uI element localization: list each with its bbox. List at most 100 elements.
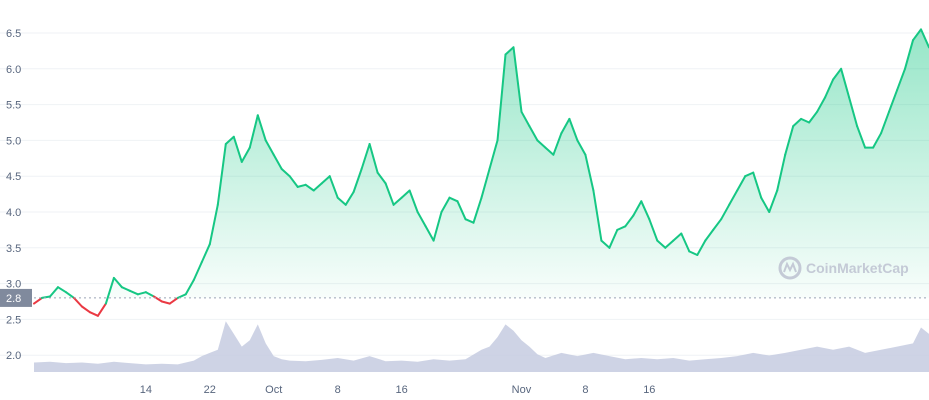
price-segment <box>352 168 363 193</box>
price-segment <box>624 214 635 228</box>
price-segment <box>368 143 379 174</box>
price-segment <box>232 135 243 163</box>
price-fill-path <box>34 29 929 298</box>
price-segment <box>680 232 691 253</box>
price-segment <box>73 296 83 308</box>
price-lines <box>33 28 929 317</box>
price-segment <box>320 175 331 185</box>
price-segment <box>744 171 755 178</box>
price-segment <box>408 189 419 213</box>
price-segment <box>120 286 131 292</box>
price-segment <box>904 39 914 70</box>
price-segment <box>464 218 475 224</box>
price-segment <box>576 139 587 156</box>
price-segment <box>584 153 595 192</box>
price-segment <box>512 46 523 113</box>
price-segment <box>848 96 859 128</box>
price-segment <box>192 261 203 281</box>
price-segment <box>312 182 323 192</box>
y-tick-label: 6.5 <box>6 28 21 40</box>
price-segment <box>112 276 123 289</box>
price-segment <box>96 302 107 317</box>
price-segment <box>648 218 659 242</box>
price-segment <box>184 279 195 296</box>
price-segment <box>544 146 555 156</box>
price-segment <box>720 203 731 221</box>
price-segment <box>280 168 291 178</box>
price-segment <box>792 117 803 128</box>
watermark: CoinMarketCap <box>778 256 909 280</box>
price-segment <box>88 311 99 317</box>
price-segment <box>560 117 571 135</box>
x-tick-label: Oct <box>265 384 282 396</box>
price-segment <box>240 146 251 163</box>
y-tick-label: 3.5 <box>6 243 21 255</box>
price-segment <box>728 189 739 206</box>
price-segment <box>400 189 411 199</box>
price-segment <box>536 139 547 149</box>
y-axis-ticks: 2.0 2.5 3.0 3.5 4.0 4.5 5.0 5.5 6.0 6.5 <box>6 28 21 362</box>
price-segment <box>760 196 771 213</box>
price-segment <box>472 196 483 224</box>
price-segment <box>616 225 627 231</box>
baseline-marker: 2.8 <box>0 288 929 307</box>
price-segment <box>736 175 747 192</box>
price-segment <box>528 125 539 142</box>
price-segment <box>176 293 187 299</box>
price-segment <box>520 110 531 128</box>
price-segment <box>128 289 139 296</box>
price-segment <box>216 143 227 206</box>
price-segment <box>456 200 467 221</box>
price-segment <box>65 291 75 299</box>
price-segment <box>696 239 707 256</box>
price-segment <box>41 295 51 299</box>
x-tick-label: 8 <box>335 384 341 396</box>
price-segment <box>552 132 563 156</box>
price-segment <box>57 286 67 294</box>
watermark-text: CoinMarketCap <box>806 260 909 276</box>
price-segment <box>264 139 275 156</box>
price-segment <box>672 232 683 242</box>
price-segment <box>896 67 906 92</box>
price-segment <box>160 300 171 305</box>
price-segment <box>336 196 347 206</box>
price-segment <box>168 296 179 305</box>
price-segment <box>328 175 339 199</box>
price-segment <box>440 196 451 213</box>
y-tick-label: 5.0 <box>6 135 21 147</box>
price-segment <box>200 243 211 264</box>
price-segment <box>824 78 835 99</box>
price-segment <box>608 228 619 249</box>
price-segment <box>656 239 667 249</box>
price-segment <box>288 175 299 188</box>
price-segment <box>600 239 611 249</box>
price-segment <box>424 225 435 242</box>
price-segment <box>504 46 515 56</box>
price-segment <box>224 135 235 145</box>
price-segment <box>880 110 890 135</box>
x-tick-label: Nov <box>512 384 532 396</box>
price-segment <box>768 189 779 213</box>
y-tick-label: 4.5 <box>6 171 21 183</box>
price-segment <box>49 286 59 298</box>
price-segment <box>136 291 147 296</box>
price-segment <box>360 143 371 170</box>
price-segment <box>832 67 843 81</box>
price-segment <box>80 305 91 314</box>
price-segment <box>344 191 355 206</box>
price-area-fill <box>34 29 929 298</box>
price-segment <box>808 110 819 124</box>
price-segment <box>480 168 491 199</box>
price-segment <box>592 189 603 242</box>
price-segment <box>416 211 427 228</box>
price-segment <box>856 125 867 149</box>
price-segment <box>568 117 579 142</box>
baseline-label-bg <box>0 288 32 307</box>
price-segment <box>152 295 163 303</box>
price-segment <box>816 96 827 113</box>
x-axis-ticks: 1422Oct816Nov8162021 <box>140 384 656 396</box>
price-segment <box>488 139 499 170</box>
price-segment <box>104 276 115 305</box>
price-segment <box>296 183 307 188</box>
